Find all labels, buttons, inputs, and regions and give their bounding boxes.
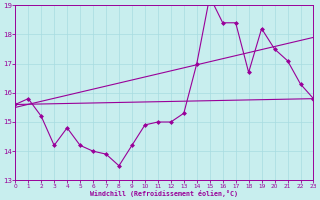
X-axis label: Windchill (Refroidissement éolien,°C): Windchill (Refroidissement éolien,°C) [90, 190, 238, 197]
